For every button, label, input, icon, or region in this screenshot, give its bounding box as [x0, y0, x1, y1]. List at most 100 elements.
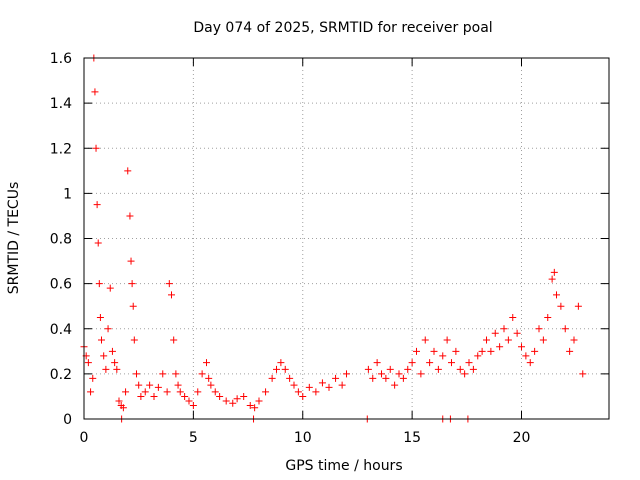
data-point	[106, 284, 114, 292]
y-tick-label: 0.8	[50, 232, 72, 248]
data-point	[102, 365, 110, 373]
data-point	[426, 359, 434, 367]
data-point	[273, 365, 280, 373]
data-point	[163, 388, 171, 396]
data-point	[268, 374, 276, 382]
data-point	[233, 395, 241, 403]
data-point	[104, 325, 112, 333]
y-tick-label: 1	[63, 186, 72, 202]
data-point	[557, 302, 565, 310]
data-point	[478, 347, 486, 355]
data-point	[133, 370, 140, 378]
data-point	[172, 370, 180, 378]
data-point	[141, 388, 149, 396]
data-point	[399, 374, 407, 382]
data-point	[553, 291, 560, 299]
data-point	[84, 359, 92, 367]
data-point	[539, 336, 547, 344]
data-point	[211, 388, 219, 396]
data-point	[115, 397, 123, 405]
data-point	[526, 359, 534, 367]
axis-ticks: 0 0.2 0.4 0.6 0.8 1 1.2 1.4 1.6 0 5 10 15 20	[50, 51, 609, 446]
data-point	[165, 280, 173, 288]
data-point	[294, 388, 302, 396]
data-point	[312, 388, 320, 396]
data-point	[404, 365, 412, 373]
plot-frame	[83, 57, 610, 420]
data-point	[408, 359, 416, 367]
data-point	[474, 352, 482, 360]
data-point	[570, 336, 578, 344]
data-point	[461, 370, 469, 378]
x-tick-label: 20	[513, 430, 531, 446]
y-tick-label: 0.2	[50, 367, 72, 383]
data-point	[500, 325, 508, 333]
grid	[84, 58, 609, 419]
data-point	[240, 392, 248, 400]
data-point	[550, 268, 558, 276]
data-point	[181, 392, 189, 400]
data-point	[229, 399, 237, 407]
data-point	[522, 352, 530, 360]
data-point	[203, 359, 210, 367]
data-point	[318, 379, 326, 387]
data-point	[574, 302, 582, 310]
data-point	[205, 374, 213, 382]
data-point	[290, 381, 298, 389]
data-point	[483, 336, 490, 344]
data-point	[386, 365, 394, 373]
x-tick-label: 0	[80, 430, 89, 446]
data-point	[343, 370, 350, 378]
data-point	[513, 329, 521, 337]
y-axis-label: SRMTID / TECUs	[6, 182, 22, 295]
x-tick-label: 10	[294, 430, 312, 446]
data-point	[251, 404, 259, 412]
data-point	[95, 280, 103, 288]
y-tick-label: 1.2	[50, 141, 72, 157]
data-point	[465, 359, 473, 367]
data-point	[518, 343, 525, 351]
data-point	[255, 397, 263, 405]
data-point	[421, 336, 429, 344]
data-point	[198, 370, 206, 378]
data-point	[216, 392, 224, 400]
data-point	[91, 88, 99, 96]
data-point	[262, 388, 270, 396]
data-point	[456, 365, 464, 373]
data-point	[443, 336, 451, 344]
data-point	[119, 404, 127, 412]
data-point	[100, 352, 108, 360]
x-tick-label: 5	[189, 430, 198, 446]
data-point	[126, 212, 134, 220]
data-point	[531, 347, 539, 355]
data-point	[364, 365, 372, 373]
chart-title: Day 074 of 2025, SRMTID for receiver poa…	[193, 20, 492, 36]
data-point	[496, 343, 504, 351]
data-point	[194, 388, 202, 396]
data-point	[124, 167, 132, 175]
data-point	[113, 365, 121, 373]
data-point	[369, 374, 377, 382]
x-axis-label: GPS time / hours	[285, 458, 402, 474]
data-point	[159, 370, 167, 378]
y-tick-label: 0	[63, 412, 72, 428]
data-point	[325, 383, 333, 391]
data-point	[146, 381, 154, 389]
data-point	[108, 347, 116, 355]
data-point	[305, 383, 313, 391]
data-point	[299, 392, 307, 400]
data-point	[207, 381, 215, 389]
data-point	[391, 381, 399, 389]
y-tick-label: 1.6	[50, 51, 72, 67]
data-point	[579, 370, 587, 378]
data-point	[154, 383, 162, 391]
x-tick-label: 15	[403, 430, 421, 446]
data-point	[92, 144, 100, 152]
data-point	[98, 336, 105, 344]
data-point	[382, 374, 390, 382]
data-point	[548, 275, 556, 283]
data-point	[561, 325, 569, 333]
data-point	[111, 359, 119, 367]
data-point	[566, 347, 574, 355]
